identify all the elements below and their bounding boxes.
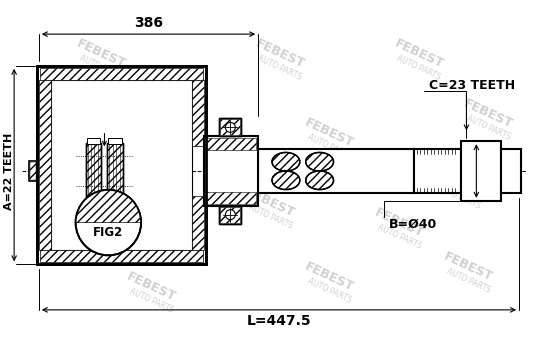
Text: FEBEST: FEBEST [432, 166, 485, 200]
Text: AUTO PARTS: AUTO PARTS [395, 54, 442, 82]
Text: FEBEST: FEBEST [254, 37, 306, 71]
Bar [501, 149, 521, 193]
Bar [192, 80, 204, 146]
Bar [221, 207, 240, 223]
Text: FEBEST: FEBEST [124, 270, 178, 304]
Bar [30, 162, 36, 180]
Text: FEBEST: FEBEST [303, 116, 356, 150]
Text: AUTO PARTS: AUTO PARTS [78, 212, 125, 240]
Text: FIG2: FIG2 [94, 226, 124, 239]
Circle shape [226, 122, 235, 132]
Bar [461, 141, 501, 201]
Bar [206, 138, 256, 150]
Bar [37, 66, 206, 264]
Bar [37, 66, 206, 264]
Text: FEBEST: FEBEST [134, 116, 188, 150]
Text: AUTO PARTS: AUTO PARTS [247, 203, 293, 231]
Bar [221, 119, 240, 135]
Bar [108, 138, 122, 144]
Text: AUTO PARTS: AUTO PARTS [306, 277, 353, 305]
Text: FEBEST: FEBEST [442, 250, 495, 284]
Text: AUTO PARTS: AUTO PARTS [257, 54, 303, 82]
Bar [107, 143, 123, 198]
Bar [86, 143, 101, 198]
Bar [219, 118, 241, 136]
Text: AUTO PARTS: AUTO PARTS [306, 133, 353, 161]
Bar [40, 68, 202, 80]
Text: AUTO PARTS: AUTO PARTS [376, 222, 422, 250]
Bar [192, 196, 204, 250]
Polygon shape [76, 190, 141, 223]
Text: AUTO PARTS: AUTO PARTS [128, 287, 174, 315]
Text: AUTO PARTS: AUTO PARTS [138, 133, 184, 161]
Text: C=23 TEETH: C=23 TEETH [429, 79, 515, 92]
Bar [29, 161, 37, 181]
Ellipse shape [272, 171, 300, 190]
Text: A=22 TEETH: A=22 TEETH [4, 132, 14, 210]
Bar [204, 136, 258, 206]
Text: FEBEST: FEBEST [372, 205, 426, 240]
Text: FEBEST: FEBEST [75, 196, 128, 230]
Bar [414, 149, 461, 193]
Bar [51, 80, 192, 250]
Bar [40, 250, 202, 262]
Text: FEBEST: FEBEST [461, 96, 515, 130]
Bar [39, 80, 51, 250]
Text: AUTO PARTS: AUTO PARTS [435, 183, 482, 211]
Bar [108, 198, 122, 204]
Bar [206, 192, 256, 204]
Text: FEBEST: FEBEST [303, 260, 356, 294]
Text: B=Ø40: B=Ø40 [389, 218, 437, 231]
Ellipse shape [306, 171, 333, 190]
Text: AUTO PARTS: AUTO PARTS [445, 267, 492, 295]
Bar [86, 138, 101, 144]
Text: AUTO PARTS: AUTO PARTS [78, 54, 125, 82]
Text: FEBEST: FEBEST [244, 186, 296, 220]
Ellipse shape [306, 152, 333, 171]
Text: FEBEST: FEBEST [392, 37, 446, 71]
Text: 386: 386 [134, 16, 163, 30]
Ellipse shape [272, 152, 300, 171]
Text: L=447.5: L=447.5 [246, 314, 311, 328]
Bar [219, 206, 241, 224]
Bar [107, 143, 123, 198]
Bar [86, 198, 101, 204]
Text: AUTO PARTS: AUTO PARTS [465, 113, 512, 141]
Bar [86, 143, 101, 198]
Circle shape [226, 210, 235, 220]
Text: FEBEST: FEBEST [75, 37, 128, 71]
Bar [219, 118, 241, 136]
Circle shape [76, 190, 141, 255]
Bar [258, 149, 414, 193]
Bar [219, 206, 241, 224]
